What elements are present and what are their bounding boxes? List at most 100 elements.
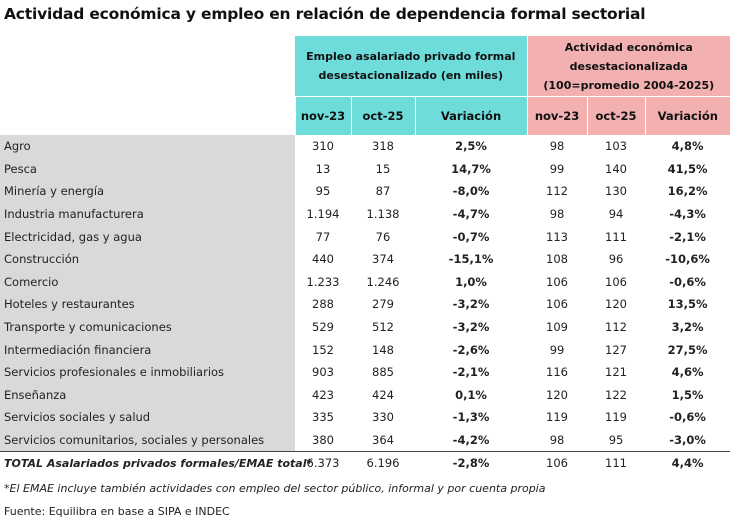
cell: 127 — [605, 342, 627, 357]
table-row: Enseñanza 423 424 0,1% 120 122 1,5% — [0, 383, 730, 407]
cell: -2,1% — [669, 229, 706, 244]
cell: 27,5% — [667, 342, 708, 357]
cell: -4,3% — [669, 207, 706, 222]
cell: -2,8% — [415, 451, 528, 475]
table-row: Servicios comunitarios, sociales y perso… — [0, 428, 730, 452]
cell: 903 — [312, 365, 334, 380]
sector-label: Agro — [0, 135, 295, 158]
cell: 1.138 — [366, 207, 400, 222]
activity-group-header: Actividad económica desestacionalizada (10… — [526, 36, 730, 97]
sector-label: Servicios sociales y salud — [0, 406, 295, 429]
cell: -15,1% — [448, 252, 494, 267]
source: Fuente: Equilibra en base a SIPA e INDEC — [4, 505, 230, 518]
cell: 111 — [587, 451, 646, 475]
cell: 106 — [605, 274, 627, 289]
cell: 4,8% — [671, 139, 704, 154]
cell: 103 — [605, 139, 627, 154]
cell: 112 — [546, 184, 568, 199]
cell: -3,2% — [452, 297, 490, 312]
cell: 529 — [312, 320, 334, 335]
cell: 99 — [549, 342, 565, 357]
cell: 94 — [608, 207, 624, 222]
cell: 1,5% — [671, 387, 704, 402]
cell: -2,6% — [452, 342, 490, 357]
table-row: Intermediación financiera 152 148 -2,6% 99 12… — [0, 338, 730, 361]
cell: 330 — [372, 410, 394, 425]
cell: 96 — [608, 252, 624, 267]
cell: 140 — [605, 161, 627, 176]
table-row: Electricidad, gas y agua 77 76 -0,7% 113 111 -… — [0, 225, 730, 248]
cell: 335 — [312, 410, 334, 425]
cell: 4,4% — [645, 451, 730, 475]
cell: 119 — [546, 410, 568, 425]
cell: 98 — [549, 139, 565, 154]
table-row: Transporte y comunicaciones 529 512 -3,2% 10… — [0, 315, 730, 339]
total-label: TOTAL Asalariados privados formales/EMAE… — [0, 451, 312, 475]
sector-label: Intermediación financiera — [0, 338, 295, 361]
sector-label: Enseñanza — [0, 383, 295, 407]
cell: 1,0% — [455, 274, 487, 289]
cell: -3,0% — [669, 433, 706, 448]
cell: 14,7% — [451, 161, 491, 176]
col-header: Variación — [414, 96, 528, 135]
cell: -10,6% — [665, 252, 710, 267]
table-row: Industria manufacturera 1.194 1.138 -4,7% 98… — [0, 202, 730, 226]
cell: 374 — [372, 252, 394, 267]
table-row: Agro 310 318 2,5% 98 103 4,8% — [0, 135, 730, 158]
cell: 424 — [372, 387, 394, 402]
cell: 1.233 — [306, 274, 340, 289]
cell: -2,1% — [452, 365, 490, 380]
col-header: oct-25 — [350, 96, 415, 135]
cell: 122 — [605, 387, 627, 402]
sector-label: Minería y energía — [0, 180, 295, 203]
cell: 112 — [605, 320, 627, 335]
cell: 423 — [312, 387, 334, 402]
cell: 95 — [608, 433, 624, 448]
cell: 512 — [372, 320, 394, 335]
cell: 106 — [527, 451, 588, 475]
cell: 279 — [372, 297, 394, 312]
sector-label: Transporte y comunicaciones — [0, 315, 295, 339]
col-header: Variación — [644, 96, 730, 135]
sector-label: Industria manufacturera — [0, 202, 295, 226]
cell: 15 — [375, 161, 391, 176]
cell: -4,7% — [452, 207, 490, 222]
sector-label: Comercio — [0, 270, 295, 294]
col-header: nov-23 — [526, 96, 588, 135]
cell: 2,5% — [455, 139, 487, 154]
sector-label: Servicios comunitarios, sociales y perso… — [0, 428, 295, 452]
cell: -0,6% — [669, 410, 706, 425]
cell: -3,2% — [452, 320, 490, 335]
cell: 3,2% — [671, 320, 704, 335]
table-row: Servicios sociales y salud 335 330 -1,3% 119… — [0, 406, 730, 429]
cell: 440 — [312, 252, 334, 267]
cell: 310 — [312, 139, 334, 154]
cell: 13 — [315, 161, 331, 176]
cell: 288 — [312, 297, 334, 312]
cell: 95 — [315, 184, 331, 199]
cell: 885 — [372, 365, 394, 380]
cell: 6.373 — [295, 451, 351, 475]
cell: -0,7% — [452, 229, 490, 244]
table-row: Comercio 1.233 1.246 1,0% 106 106 -0,6% — [0, 270, 730, 294]
cell: 4,6% — [671, 365, 704, 380]
cell: 0,1% — [455, 387, 487, 402]
cell: -1,3% — [452, 410, 490, 425]
total-row: TOTAL Asalariados privados formales/EMAE… — [0, 451, 730, 475]
col-header: oct-25 — [586, 96, 646, 135]
cell: 13,5% — [667, 297, 708, 312]
cell: 98 — [549, 207, 565, 222]
sector-label: Hoteles y restaurantes — [0, 293, 295, 316]
cell: 121 — [605, 365, 627, 380]
sector-label: Servicios profesionales e inmobiliarios — [0, 360, 295, 384]
cell: 148 — [372, 342, 394, 357]
cell: 130 — [605, 184, 627, 199]
cell: 41,5% — [667, 161, 708, 176]
table-row: Minería y energía 95 87 -8,0% 112 130 16,2% — [0, 180, 730, 203]
sector-table: Empleo asalariado privado formal desesta… — [0, 36, 730, 475]
footnote: *El EMAE incluye también actividades con… — [4, 482, 546, 495]
cell: 99 — [549, 161, 565, 176]
cell: 111 — [605, 229, 627, 244]
cell: 87 — [375, 184, 391, 199]
cell: 120 — [605, 297, 627, 312]
